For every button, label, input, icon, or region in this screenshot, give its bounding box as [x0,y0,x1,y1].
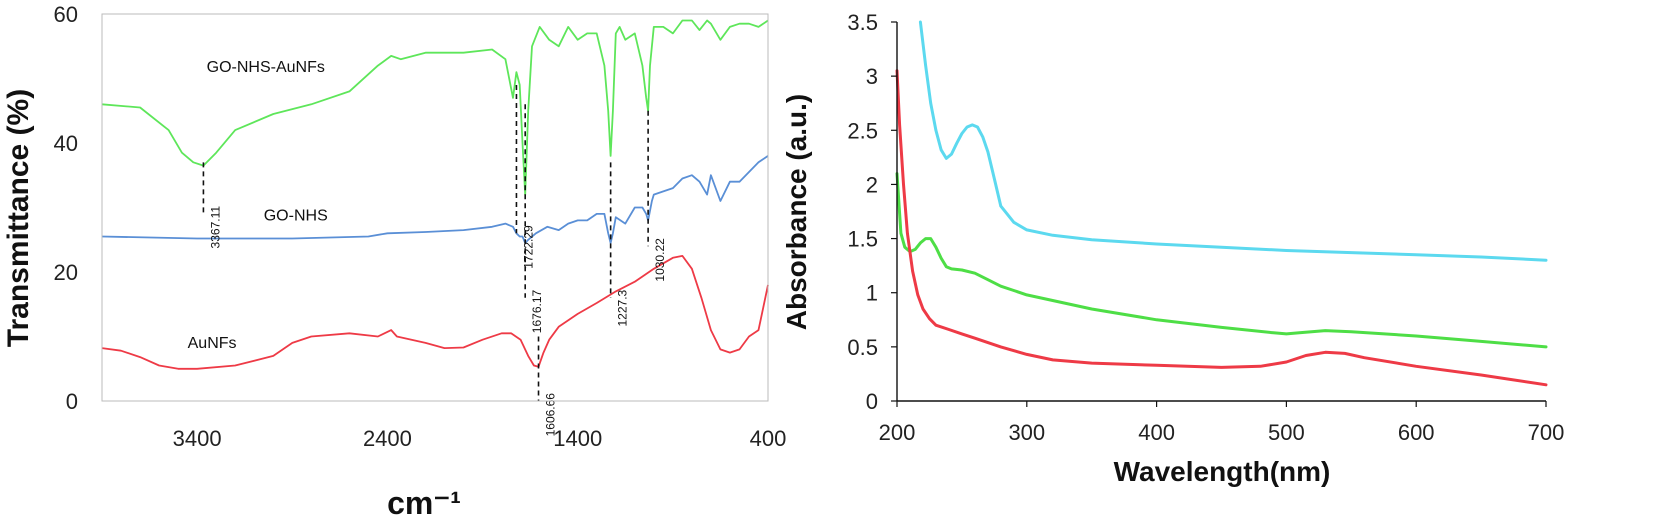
uvvis-xtick-0: 200 [879,420,916,445]
uvvis-ytick-6: 3 [866,64,878,89]
ftir-axes: 3400 2400 1400 400 0 20 40 60 [54,2,787,451]
ftir-ytick-0: 0 [66,389,78,414]
ftir-peak-label-3: 1227.3 [616,289,630,326]
uvvis-xtick-1: 300 [1008,420,1045,445]
ftir-series-group [101,19,769,370]
ftir-xtick-0: 3400 [173,426,222,451]
uvvis-xtick-5: 700 [1528,420,1565,445]
ftir-ytick-2: 40 [54,131,78,156]
uvvis-axes: 200 300 400 500 600 700 0 0.5 1 1.5 2 2.5 3 3.5 [847,10,1564,445]
ftir-series-labels: GO-NHS-AuNFs GO-NHS AuNFs [188,59,328,352]
ftir-ytick-1: 20 [54,260,78,285]
ftir-series-label-0: GO-NHS-AuNFs [207,59,325,76]
uvvis-xlabel: Wavelength(nm) [1114,456,1331,487]
ftir-peak-label-5: 1606.66 [544,393,558,437]
uvvis-xtick-3: 500 [1268,420,1305,445]
ftir-ytick-3: 60 [54,2,78,27]
ftir-xtick-1: 2400 [363,426,412,451]
ftir-peak-label-2: 1676.17 [530,289,544,333]
uvvis-chart: 200 300 400 500 600 700 0 0.5 1 1.5 2 2.5 3 3.5 Absor… [781,10,1564,487]
uvvis-xtick-4: 600 [1398,420,1435,445]
ftir-series-label-1: GO-NHS [264,207,328,224]
ftir-xtick-2: 1400 [553,426,602,451]
uvvis-ylabel: Absorbance (a.u.) [781,94,812,330]
uvvis-xtick-2: 400 [1138,420,1175,445]
uvvis-ytick-1: 0.5 [847,335,878,360]
uvvis-series-group [895,20,1548,387]
uvvis-ytick-2: 1 [866,281,878,306]
ftir-peak-label-1: 1722.29 [521,225,535,269]
ftir-plot-frame [101,13,769,402]
ftir-peak-annotations: 3367.11 1722.29 1676.17 1227.3 1030.22 1606.6… [202,84,667,437]
ftir-ylabel: Transmittance (%) [2,89,35,347]
uvvis-series-line-0 [918,20,1548,262]
uvvis-ytick-3: 1.5 [847,227,878,252]
uvvis-series-line-2 [895,69,1548,387]
ftir-series-line-1 [101,155,769,244]
uvvis-ytick-7: 3.5 [847,10,878,35]
ftir-peak-label-4: 1030.22 [653,238,667,282]
ftir-series-line-2 [101,255,769,370]
ftir-series-label-2: AuNFs [188,335,237,352]
ftir-xlabel: cm⁻¹ [387,485,461,521]
uvvis-ytick-4: 2 [866,172,878,197]
ftir-xtick-3: 400 [750,426,787,451]
ftir-chart: 3367.11 1722.29 1676.17 1227.3 1030.22 1606.6… [2,2,786,521]
ftir-peak-label-0: 3367.11 [208,206,222,249]
ftir-series-line-0 [101,19,769,196]
uvvis-ytick-5: 2.5 [847,118,878,143]
uvvis-series-line-1 [895,172,1548,349]
uvvis-ytick-0: 0 [866,389,878,414]
